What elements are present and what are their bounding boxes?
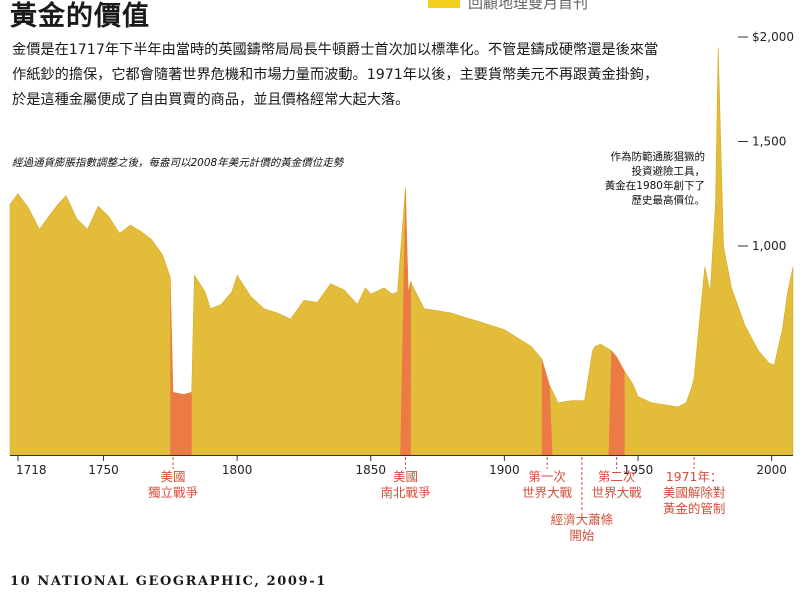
annotation-4-line-0: 第二次 — [598, 469, 636, 484]
highlight-period-1 — [400, 187, 411, 455]
annotation-2-line-1: 世界大戰 — [522, 485, 573, 500]
page-title: 黃金的價值 — [10, 1, 150, 32]
annotation-3-line-1: 開始 — [569, 528, 595, 543]
highlight-period-0 — [170, 277, 192, 455]
peak-note-line-3: 歷史最高價位。 — [632, 194, 706, 207]
annotation-0-line-1: 獨立戰爭 — [148, 485, 199, 500]
x-tick-label-1750: 1750 — [88, 463, 119, 477]
x-tick-label-2000: 2000 — [756, 463, 787, 477]
annotation-5-line-1: 美國解除對 — [663, 485, 726, 500]
intro-paragraph: 金價是在1717年下半年由當時的英國鑄幣局局長牛頓爵士首次加以標準化。不管是鑄成… — [12, 42, 659, 108]
y-tick-label-1000: 1,000 — [752, 239, 786, 253]
page-footer: 10 NATIONAL GEOGRAPHIC, 2009-1 — [10, 574, 327, 589]
annotation-4-line-1: 世界大戰 — [592, 485, 643, 500]
annotation-1-line-1: 南北戰爭 — [381, 485, 432, 500]
peak-note-line-2: 黃金在1980年創下了 — [605, 179, 705, 192]
chart-subtitle: 經過通貨膨脹指數調整之後，每盎司以2008年美元計價的黃金價位走勢 — [12, 157, 345, 169]
peak-note-line-0: 作為防範通膨猖獗的 — [611, 150, 706, 163]
x-tick-label-1850: 1850 — [355, 463, 386, 477]
annotation-1-line-0: 美國 — [393, 469, 418, 484]
highlight-period-3 — [608, 350, 625, 455]
annotation-5-line-2: 黃金的管制 — [663, 501, 726, 516]
annotation-0-line-0: 美國 — [161, 469, 186, 484]
annotation-3-line-0: 經濟大蕭條 — [551, 512, 614, 527]
peak-note-line-1: 投資避險工具， — [632, 165, 706, 178]
header-swatch — [428, 0, 460, 8]
gold-price-area — [9, 47, 794, 456]
header-tag: 回顧地理雙月首刊 — [428, 0, 589, 12]
header-tag-text: 回顧地理雙月首刊 — [468, 0, 589, 12]
x-tick-label-1718: 1718 — [16, 463, 47, 477]
y-tick-label-2000: $2,000 — [752, 30, 794, 44]
annotation-2-line-0: 第一次 — [528, 469, 566, 484]
annotation-5-line-0: 1971年： — [666, 469, 723, 484]
y-tick-label-1500: 1,500 — [752, 135, 786, 149]
highlight-period-2 — [541, 358, 553, 455]
x-tick-label-1950: 1950 — [623, 463, 654, 477]
x-tick-label-1800: 1800 — [222, 463, 253, 477]
x-tick-label-1900: 1900 — [489, 463, 520, 477]
